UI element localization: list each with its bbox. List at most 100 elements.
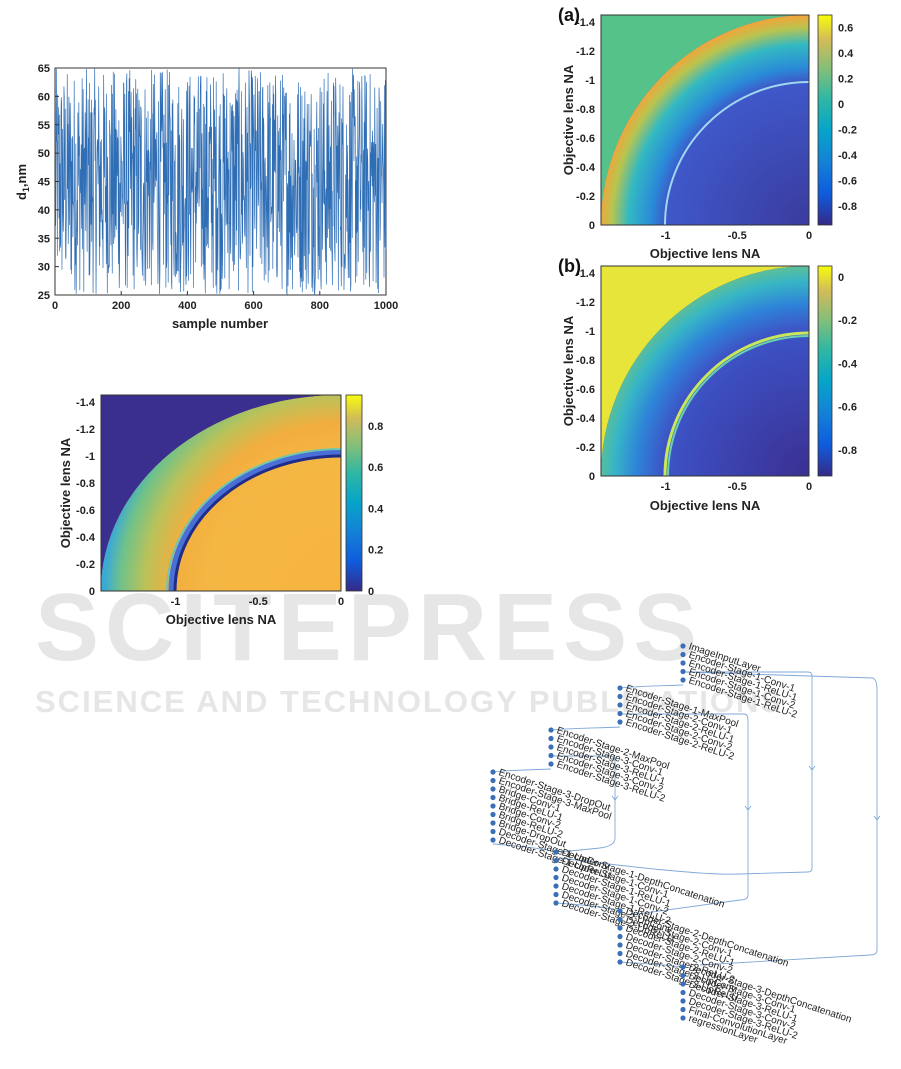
- heatmap-a: -1 -0.5 0 -1.4 -1.2 -1 -0.8 -0.6 -0.4 -0.2 0 0.6 0.4…: [558, 5, 858, 261]
- layer-node: [680, 660, 686, 666]
- network-edges: [492, 671, 881, 968]
- layer-node: [553, 849, 559, 855]
- heat-b-ticks-y-tick-label: -0.2: [576, 442, 595, 454]
- line-x-tick-label: 400: [178, 300, 196, 312]
- heatmap-transmission-ticks: -1 -0.5 0 -1.4 -1.2 -1 -0.8 -0.6 -0.4 -0.2 0 0 0.2 0.…: [76, 397, 384, 608]
- layer-node: [617, 710, 623, 717]
- layer-node: [548, 752, 554, 759]
- line-x-tick-label: 1000: [374, 300, 398, 312]
- heat-b-ticks-y-tick-label: -1.4: [576, 268, 596, 280]
- layer-node: [617, 685, 623, 691]
- heat-b-ticks-y-tick-label: -0.6: [576, 384, 595, 396]
- heat-c-ticks-y-tick-label: -0.8: [76, 478, 95, 490]
- layer-node: [680, 964, 686, 970]
- heat-a-ticks-y-tick-label: -1.2: [576, 46, 595, 58]
- heat-a-ticks-x-tick-label: -1: [661, 230, 671, 242]
- layer-node: [490, 803, 496, 809]
- heatmap-transmission-colorbar: [345, 394, 363, 592]
- network-edge: [492, 843, 557, 853]
- heat-c-ticks-colorbar-tick-label: 0.4: [368, 503, 384, 515]
- layer-node: [617, 933, 623, 940]
- network-arrowhead: [873, 815, 881, 821]
- heatmap-a-y-label: Objective lens NA: [561, 64, 576, 175]
- network-group-7: Decoder-Stage-3-DepthConcatenationDecode…: [680, 962, 853, 1047]
- layer-node: [490, 820, 496, 826]
- panel-label-b: (b): [558, 256, 581, 276]
- heatmap-transmission: -1 -0.5 0 -1.4 -1.2 -1 -0.8 -0.6 -0.4 -0.2 0 0 0.2 0.…: [58, 394, 384, 627]
- heat-b-ticks-colorbar-tick-label: -0.6: [838, 402, 857, 414]
- heat-a-ticks-x-tick-label: 0: [806, 230, 812, 242]
- heat-a-ticks-y-tick-label: -0.8: [576, 104, 595, 116]
- heatmap-b-colorbar: [817, 265, 833, 477]
- heatmap-a-x-label: Objective lens NA: [650, 246, 761, 261]
- heat-c-ticks-y-tick-label: -0.4: [76, 532, 96, 544]
- heat-c-ticks-y-tick-label: 0: [89, 586, 95, 598]
- layer-node: [548, 735, 554, 742]
- line-y-tick-label: 45: [38, 177, 50, 189]
- line-y-tick-label: 60: [38, 91, 50, 103]
- line-y-tick-label: 35: [38, 233, 50, 245]
- layer-node: [680, 989, 686, 996]
- heat-c-ticks-y-tick-label: -1: [85, 451, 95, 463]
- line-series: [54, 68, 387, 295]
- heat-a-ticks-y-tick-label: -1.4: [576, 17, 596, 29]
- heat-a-ticks-colorbar-tick-label: -0.2: [838, 125, 857, 137]
- network-arrowhead: [611, 795, 619, 801]
- heat-a-ticks-colorbar-tick-label: -0.4: [838, 150, 858, 162]
- watermark-tagline: SCIENCE AND TECHNOLOGY PUBLICATIONS: [35, 684, 783, 719]
- network-edge: [559, 671, 813, 875]
- heat-b-ticks-x-tick-label: -1: [661, 481, 671, 493]
- layer-node: [617, 925, 623, 931]
- heatmap-a-ticks: -1 -0.5 0 -1.4 -1.2 -1 -0.8 -0.6 -0.4 -0.2 0 0.6 0.4…: [576, 17, 858, 242]
- heatmap-b-x-label: Objective lens NA: [650, 498, 761, 513]
- heat-b-ticks-y-tick-label: -0.4: [576, 413, 596, 425]
- heatmap-a-colorbar: [817, 14, 833, 226]
- heat-a-ticks-y-tick-label: 0: [589, 220, 595, 232]
- heat-b-ticks-colorbar-tick-label: -0.8: [838, 445, 857, 457]
- heat-c-ticks-y-tick-label: -0.2: [76, 559, 95, 571]
- line-x-tick-label: 600: [244, 300, 262, 312]
- heat-a-ticks-y-tick-label: -0.4: [576, 162, 596, 174]
- line-chart: 0 200 400 600 800 1000 25 30 35 40 45 50 55 60 65 samp…: [14, 63, 398, 331]
- heatmap-b-y-label: Objective lens NA: [561, 315, 576, 426]
- line-y-tick-label: 30: [38, 262, 50, 274]
- layer-node: [548, 744, 554, 750]
- layer-node: [617, 942, 623, 948]
- layer-node: [490, 777, 496, 784]
- layer-node: [617, 908, 623, 914]
- line-y-tick-label: 65: [38, 63, 50, 75]
- heat-b-ticks-x-tick-label: 0: [806, 481, 812, 493]
- heat-c-ticks-colorbar-tick-label: 0.6: [368, 462, 383, 474]
- heat-a-ticks-colorbar-tick-label: 0.6: [838, 23, 853, 35]
- heat-c-ticks-x-tick-label: -1: [171, 596, 181, 608]
- line-x-tick-label: 0: [52, 300, 58, 312]
- layer-node: [680, 643, 686, 649]
- panel-label-a: (a): [558, 5, 580, 25]
- line-y-tick-label: 50: [38, 148, 50, 160]
- heatmap-transmission-image: [101, 395, 341, 591]
- network-edge: [492, 768, 552, 773]
- layer-node: [548, 727, 554, 733]
- line-y-tick-label: 40: [38, 205, 50, 217]
- line-ticks: 0 200 400 600 800 1000 25 30 35 40 45 50 55 60 65: [38, 63, 398, 312]
- layer-node: [680, 651, 686, 658]
- layer-node: [490, 828, 496, 835]
- heat-b-ticks-y-tick-label: -1: [585, 326, 595, 338]
- layer-node: [617, 693, 623, 700]
- layer-node: [553, 891, 559, 898]
- layer-node: [553, 857, 559, 864]
- layer-node: [490, 769, 496, 775]
- network-edge: [619, 684, 684, 689]
- layer-node: [617, 702, 623, 708]
- layer-node: [490, 811, 496, 818]
- line-x-axis-label: sample number: [172, 316, 268, 331]
- network-arrowhead: [808, 765, 816, 771]
- layer-node: [680, 677, 686, 683]
- heat-c-ticks-x-tick-label: -0.5: [249, 596, 268, 608]
- heat-c-ticks-y-tick-label: -0.6: [76, 505, 95, 517]
- watermark-word: SCITEPRESS: [35, 574, 703, 681]
- line-x-tick-label: 200: [112, 300, 130, 312]
- line-x-tick-label: 800: [311, 300, 329, 312]
- line-y-axis-label: d1,nm: [14, 164, 31, 200]
- heat-a-ticks-colorbar-tick-label: -0.6: [838, 175, 857, 187]
